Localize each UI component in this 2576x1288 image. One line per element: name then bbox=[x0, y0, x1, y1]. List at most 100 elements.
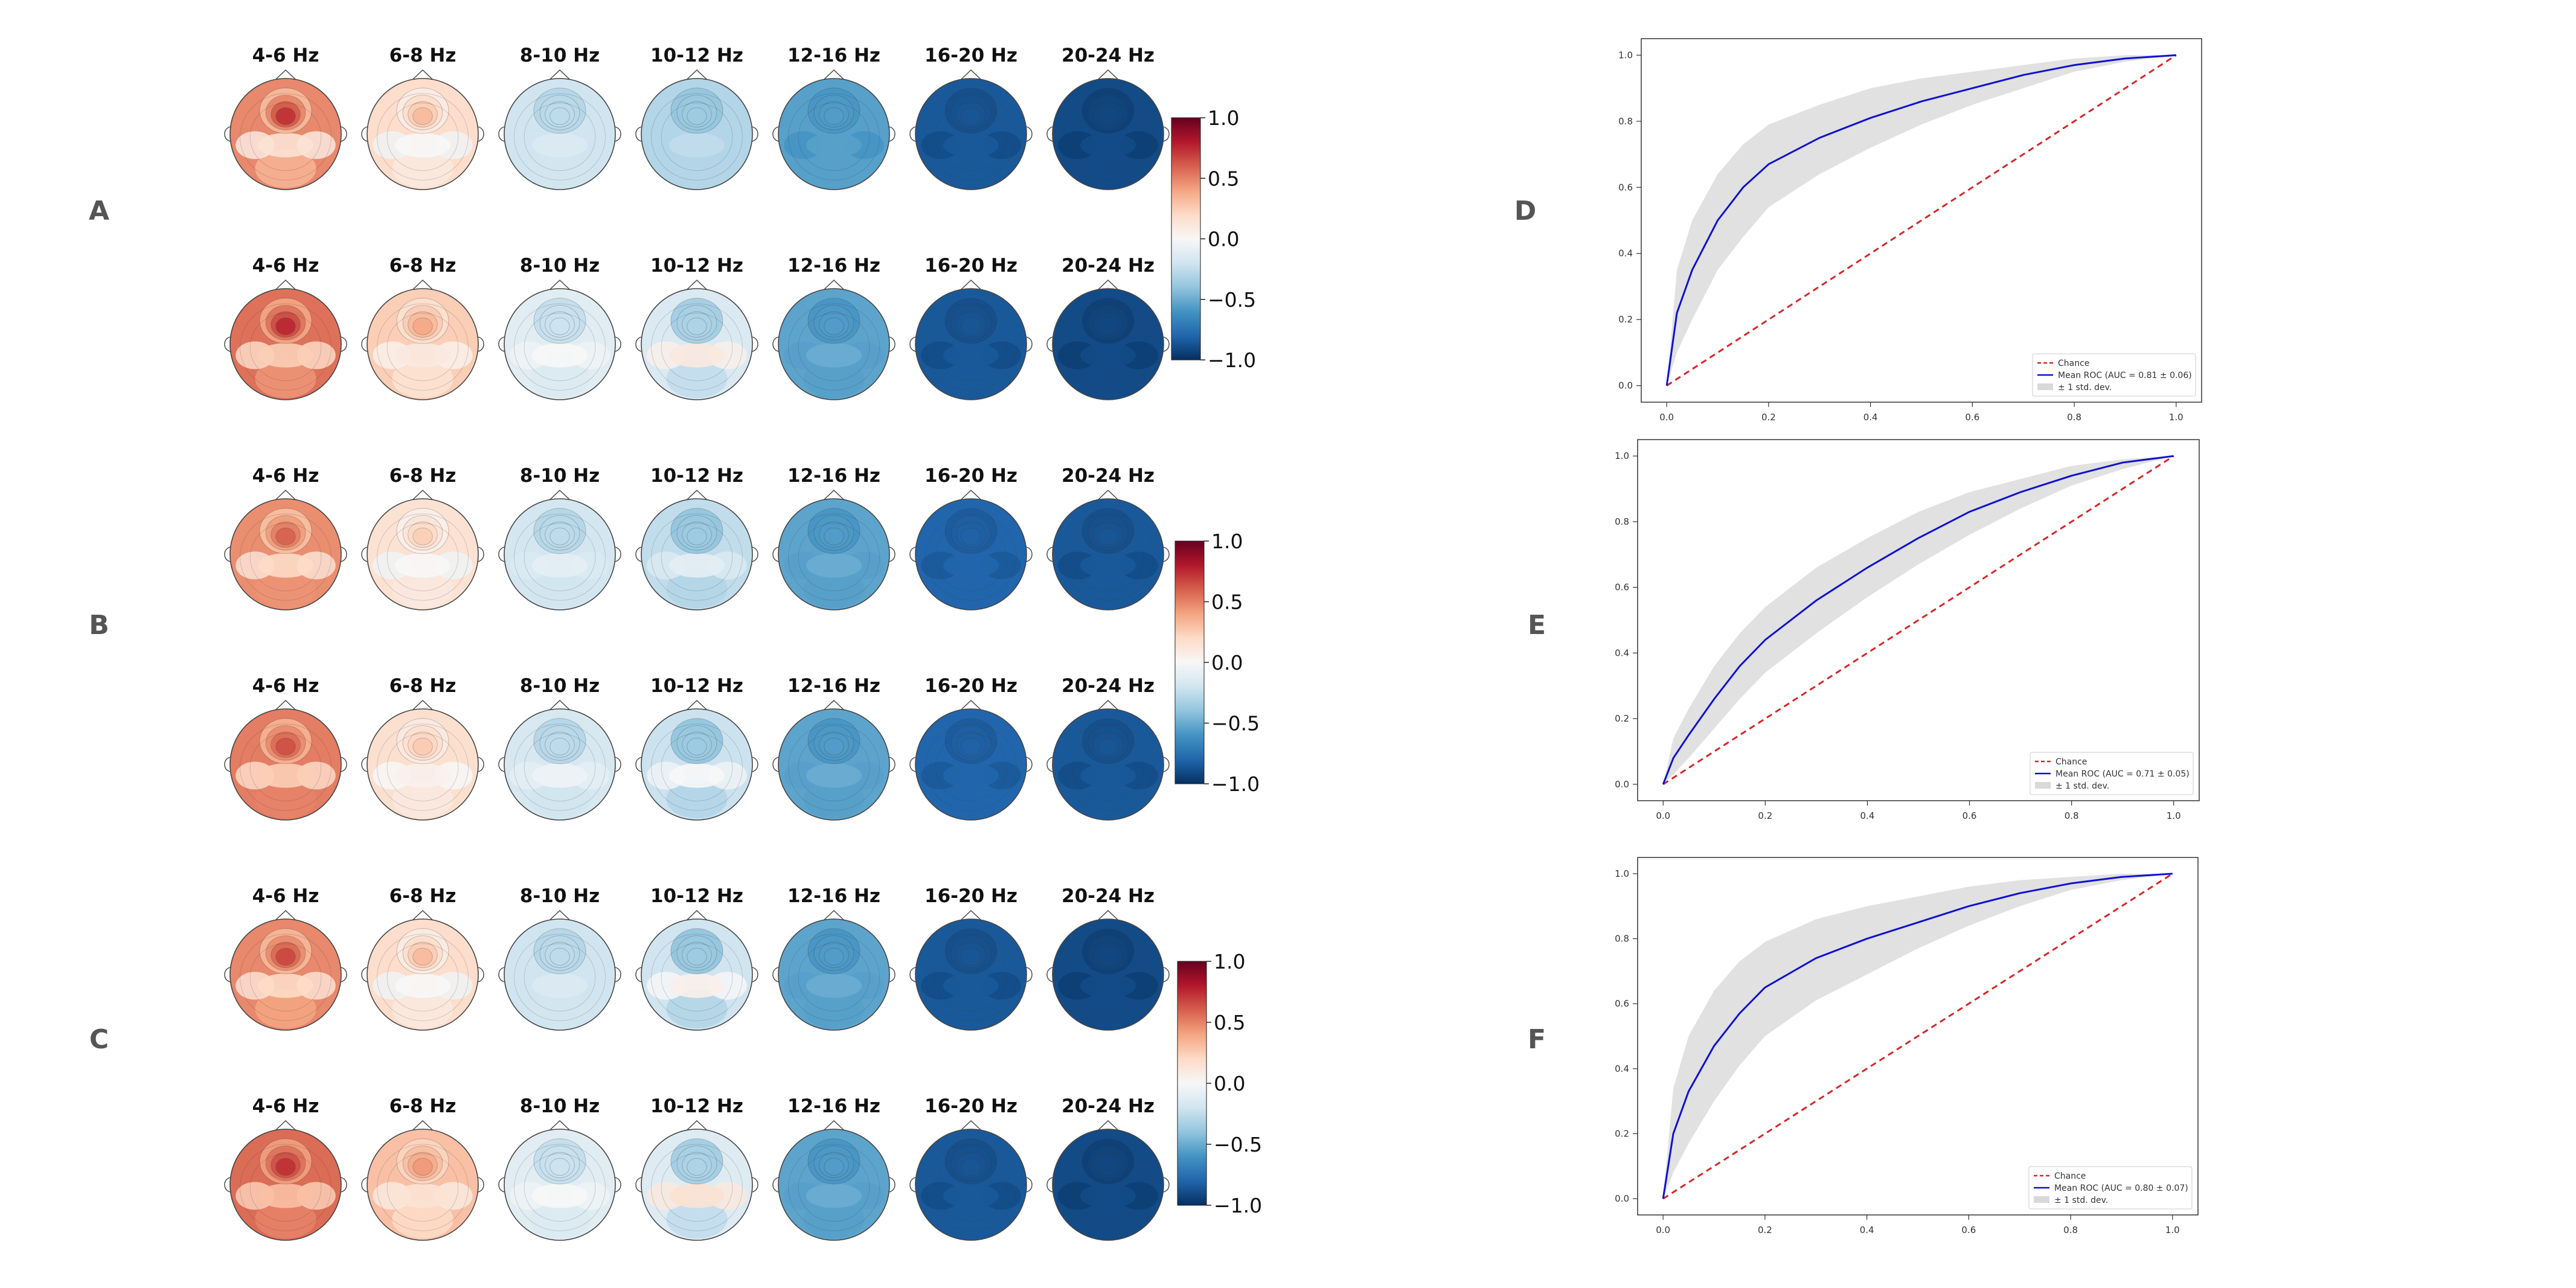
head-ear-left bbox=[635, 546, 642, 562]
panel-label-e: E bbox=[1528, 610, 1546, 641]
topomap-contour-line bbox=[386, 733, 459, 801]
topomap-frontal-contour bbox=[1098, 107, 1118, 125]
topomap-band-label: 20-24 Hz bbox=[1062, 1095, 1155, 1117]
head-ear-right bbox=[478, 336, 484, 352]
head-ear-left bbox=[1046, 546, 1053, 562]
topomap-contour-line bbox=[1062, 1144, 1154, 1231]
head-ear-left bbox=[224, 1177, 231, 1193]
head-outline bbox=[367, 78, 479, 190]
topomap-frontal-contour bbox=[687, 527, 707, 545]
topomap-back-region bbox=[392, 1199, 453, 1239]
topomap-center-region bbox=[943, 1184, 999, 1208]
topomap-back-region bbox=[803, 989, 865, 1029]
topomap: 8-10 Hz bbox=[498, 45, 621, 190]
topomap-frontal-contour bbox=[1098, 737, 1118, 755]
topomap-back-region bbox=[803, 569, 865, 609]
topomap-field bbox=[915, 289, 1027, 400]
head-outline bbox=[641, 288, 753, 400]
topomap-contour-line bbox=[661, 523, 733, 591]
head-outline bbox=[367, 1129, 479, 1241]
topomap-contour-line bbox=[925, 1144, 1017, 1231]
head-ear-right bbox=[752, 757, 758, 772]
topomap-back-region bbox=[255, 359, 316, 399]
topomap-contour-line bbox=[798, 313, 870, 381]
topomap-contour-line bbox=[661, 103, 733, 171]
topomap-back-region bbox=[529, 149, 591, 188]
colorbar-tick-label: 1.0 bbox=[1214, 950, 1245, 973]
colorbar-gradient bbox=[1177, 961, 1207, 1206]
head-ear-left bbox=[909, 336, 916, 352]
head-ear-left bbox=[361, 336, 368, 352]
head-nose bbox=[685, 1120, 708, 1132]
head-ear-right bbox=[341, 757, 347, 772]
topomap-field bbox=[915, 709, 1027, 820]
head-ear-left bbox=[635, 967, 642, 982]
head-ear-right bbox=[1026, 967, 1033, 982]
head-ear-right bbox=[889, 1177, 896, 1193]
topomap-frontal-contour bbox=[1098, 317, 1118, 335]
topomap-contour-line bbox=[377, 303, 469, 391]
head-ear-right bbox=[752, 1177, 758, 1193]
topomap-field bbox=[230, 1129, 341, 1240]
head-ear-left bbox=[361, 757, 368, 772]
topomap-contour-line bbox=[249, 523, 322, 591]
roc-mean-line bbox=[1665, 54, 2176, 386]
y-tick-label: 0.0 bbox=[1615, 1193, 1629, 1204]
head-nose bbox=[1097, 280, 1120, 291]
topomap-contour-line bbox=[249, 943, 322, 1011]
legend-chance-label: Chance bbox=[2055, 757, 2087, 767]
topomap-contour-line bbox=[788, 723, 880, 811]
topomap-center-region bbox=[669, 343, 725, 368]
topomap-frontal-contour bbox=[275, 737, 296, 755]
x-tick-label: 0.8 bbox=[2065, 810, 2079, 821]
head-nose bbox=[822, 1120, 845, 1132]
head-ear-left bbox=[772, 967, 779, 982]
topomap-back-region bbox=[255, 569, 316, 609]
topomap-center-region bbox=[1080, 133, 1136, 158]
legend-mean-label: Mean ROC (AUC = 0.81 ± 0.06) bbox=[2058, 371, 2192, 380]
topomap-field bbox=[1053, 919, 1164, 1030]
topomap-field bbox=[641, 289, 752, 400]
colorbar-tick-label: −0.5 bbox=[1208, 288, 1256, 312]
topomap-frontal-contour bbox=[1098, 1158, 1118, 1176]
topomap-frontal-contour bbox=[824, 527, 844, 545]
head-ear-right bbox=[889, 336, 896, 352]
head-outline bbox=[641, 1129, 753, 1241]
topomap: 16-20 Hz bbox=[909, 45, 1033, 190]
head-outline bbox=[367, 498, 479, 610]
topomap-band-label: 16-20 Hz bbox=[924, 675, 1017, 697]
topomap-contour-line bbox=[798, 733, 870, 801]
topomap-contour-line bbox=[925, 513, 1017, 601]
topomap-contour-line bbox=[1072, 313, 1144, 381]
topomap-back-region bbox=[255, 149, 316, 188]
topomap-band-label: 6-8 Hz bbox=[389, 255, 457, 277]
head-ear-right bbox=[478, 1177, 484, 1193]
topomap: 12-16 Hz bbox=[772, 1095, 896, 1241]
head-ear-right bbox=[1026, 757, 1033, 772]
topomap-field bbox=[504, 78, 615, 190]
head-outline bbox=[1052, 288, 1164, 400]
roc-std-band bbox=[1667, 55, 2176, 386]
topomap-back-region bbox=[529, 779, 591, 819]
topomap: 6-8 Hz bbox=[361, 465, 484, 610]
topomap-contour-line bbox=[935, 1153, 1007, 1222]
topomap-contour-line bbox=[514, 513, 606, 601]
topomap-contour-line bbox=[514, 1144, 606, 1231]
topomap-frontal-contour bbox=[549, 1158, 570, 1176]
topomap-band-label: 6-8 Hz bbox=[389, 1095, 457, 1117]
legend-std-swatch bbox=[2034, 1196, 2049, 1203]
topomap-back-region bbox=[666, 989, 728, 1029]
topomap-band-label: 10-12 Hz bbox=[650, 885, 743, 907]
head-ear-right bbox=[478, 126, 484, 142]
topomap-contour-line bbox=[788, 93, 880, 181]
topomap-frontal-contour bbox=[961, 737, 981, 755]
topomap-back-region bbox=[940, 149, 1002, 188]
head-outline bbox=[229, 1129, 342, 1241]
head-ear-right bbox=[615, 757, 621, 772]
topomap-contour-line bbox=[240, 723, 332, 811]
topomap-band-label: 20-24 Hz bbox=[1062, 45, 1155, 66]
topomap-frontal-contour bbox=[824, 1158, 844, 1176]
topomap-contour-line bbox=[661, 313, 733, 381]
head-ear-left bbox=[224, 546, 231, 562]
